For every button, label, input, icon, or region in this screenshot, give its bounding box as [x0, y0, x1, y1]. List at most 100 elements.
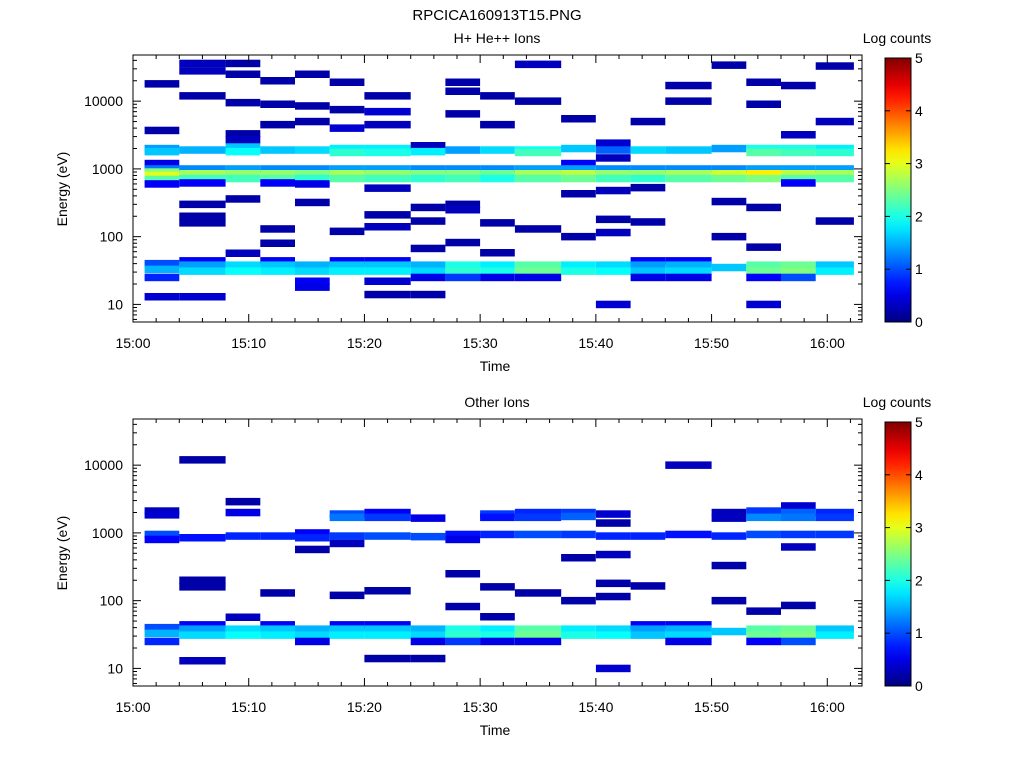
- heatmap-cell: [179, 261, 226, 269]
- heatmap-cell: [514, 637, 562, 646]
- heatmap-cell: [144, 273, 180, 282]
- heatmap-cell: [480, 613, 515, 621]
- heatmap-cell: [630, 582, 666, 590]
- x-tick-label: 15:50: [694, 699, 729, 715]
- y-tick-label: 100: [100, 593, 124, 609]
- y-tick-label: 10: [107, 660, 123, 676]
- heatmap-cell: [225, 497, 261, 506]
- heatmap-cell: [260, 77, 295, 85]
- heatmap-cell: [480, 625, 515, 633]
- heatmap-cell: [815, 261, 854, 269]
- heatmap-cell: [746, 78, 781, 86]
- heatmap-cell: [711, 514, 747, 522]
- heatmap-cell: [746, 174, 781, 183]
- heatmap-cell: [364, 654, 411, 663]
- heatmap-cell: [179, 621, 226, 629]
- heatmap-cell: [561, 625, 596, 633]
- heatmap-cell: [445, 267, 481, 275]
- heatmap-cell: [711, 144, 747, 153]
- heatmap-cell: [665, 261, 712, 269]
- heatmap-cell: [815, 62, 854, 70]
- heatmap-cell: [480, 146, 515, 154]
- heatmap-cell: [514, 170, 562, 178]
- heatmap-cell: [445, 535, 481, 544]
- colorbar-tick-label: 2: [915, 208, 923, 224]
- y-tick-label: 10000: [84, 93, 123, 109]
- heatmap-cell: [295, 180, 330, 188]
- heatmap-cell: [480, 92, 515, 100]
- colorbar-tick-label: 5: [915, 50, 923, 66]
- heatmap-cell: [410, 203, 446, 212]
- heatmap-cell: [445, 637, 481, 646]
- heatmap-cell: [260, 225, 295, 233]
- heatmap-cell: [225, 130, 261, 138]
- heatmap-cell: [746, 148, 781, 157]
- heatmap-cell: [815, 625, 854, 633]
- heatmap-cell: [746, 607, 781, 615]
- heatmap-cell: [480, 513, 515, 522]
- heatmap-cell: [329, 631, 365, 639]
- heatmap-cell: [781, 261, 816, 269]
- heatmap-cell: [295, 170, 330, 178]
- heatmap-cell: [295, 70, 330, 78]
- heatmap-cell: [595, 215, 631, 224]
- heatmap-cell: [260, 100, 295, 108]
- heatmap-cell: [225, 59, 261, 68]
- x-tick-label: 16:00: [810, 699, 845, 715]
- heatmap-cell: [364, 223, 411, 231]
- heatmap-cell: [781, 543, 816, 551]
- heatmap-cell: [781, 530, 816, 539]
- heatmap-cell: [711, 174, 747, 183]
- heatmap-cell: [295, 625, 330, 633]
- heatmap-cells: [144, 59, 854, 309]
- plot-frame: [132, 418, 863, 687]
- heatmap-cell: [410, 637, 446, 646]
- heatmap-cell: [815, 508, 854, 517]
- heatmap-cell: [295, 146, 330, 154]
- heatmap-cell: [480, 583, 515, 591]
- heatmap-cell: [746, 165, 781, 173]
- x-tick-label: 15:30: [463, 335, 498, 351]
- y-tick-label: 1000: [92, 525, 123, 541]
- heatmap-cell: [815, 117, 854, 126]
- heatmap-cell: [225, 508, 261, 517]
- heatmap-cell: [144, 623, 180, 632]
- heatmap-cell: [595, 267, 631, 275]
- colorbar-tick-label: 3: [915, 156, 923, 172]
- heatmap-cell: [630, 257, 666, 265]
- heatmap-cell: [410, 267, 446, 275]
- colorbar-scale: [884, 57, 912, 323]
- heatmap-cell: [364, 290, 411, 299]
- plot-frame: [132, 54, 863, 323]
- heatmap-cell: [329, 124, 365, 132]
- heatmap-cell: [746, 203, 781, 212]
- colorbar-tick-label: 2: [915, 572, 923, 588]
- heatmap-cell: [144, 171, 180, 180]
- heatmap-cell: [665, 257, 712, 265]
- heatmap-cell: [665, 170, 712, 178]
- heatmap-cell: [514, 261, 562, 269]
- x-tick-label: 15:00: [115, 699, 150, 715]
- y-tick-label: 100: [100, 229, 124, 245]
- heatmap-cell: [329, 144, 365, 153]
- heatmap-cell: [179, 174, 226, 183]
- heatmap-cell: [595, 592, 631, 601]
- heatmap-cell: [410, 170, 446, 178]
- heatmap-cell: [746, 273, 781, 282]
- heatmap-cell: [630, 631, 666, 639]
- heatmap-cell: [514, 273, 562, 282]
- heatmap-cell: [329, 539, 365, 548]
- heatmap-cell: [665, 461, 712, 469]
- colorbar-scale: [884, 421, 912, 687]
- x-tick-label: 15:40: [578, 699, 613, 715]
- heatmap-cell: [711, 197, 747, 206]
- heatmap-cell: [480, 267, 515, 275]
- heatmap-cell: [514, 631, 562, 639]
- heatmap-cell: [595, 631, 631, 639]
- heatmap-cell: [630, 170, 666, 178]
- heatmap-cell: [364, 107, 411, 116]
- heatmap-cell: [711, 263, 747, 272]
- heatmap-cell: [665, 631, 712, 639]
- heatmap-cell: [746, 170, 781, 178]
- heatmap-cell: [781, 170, 816, 178]
